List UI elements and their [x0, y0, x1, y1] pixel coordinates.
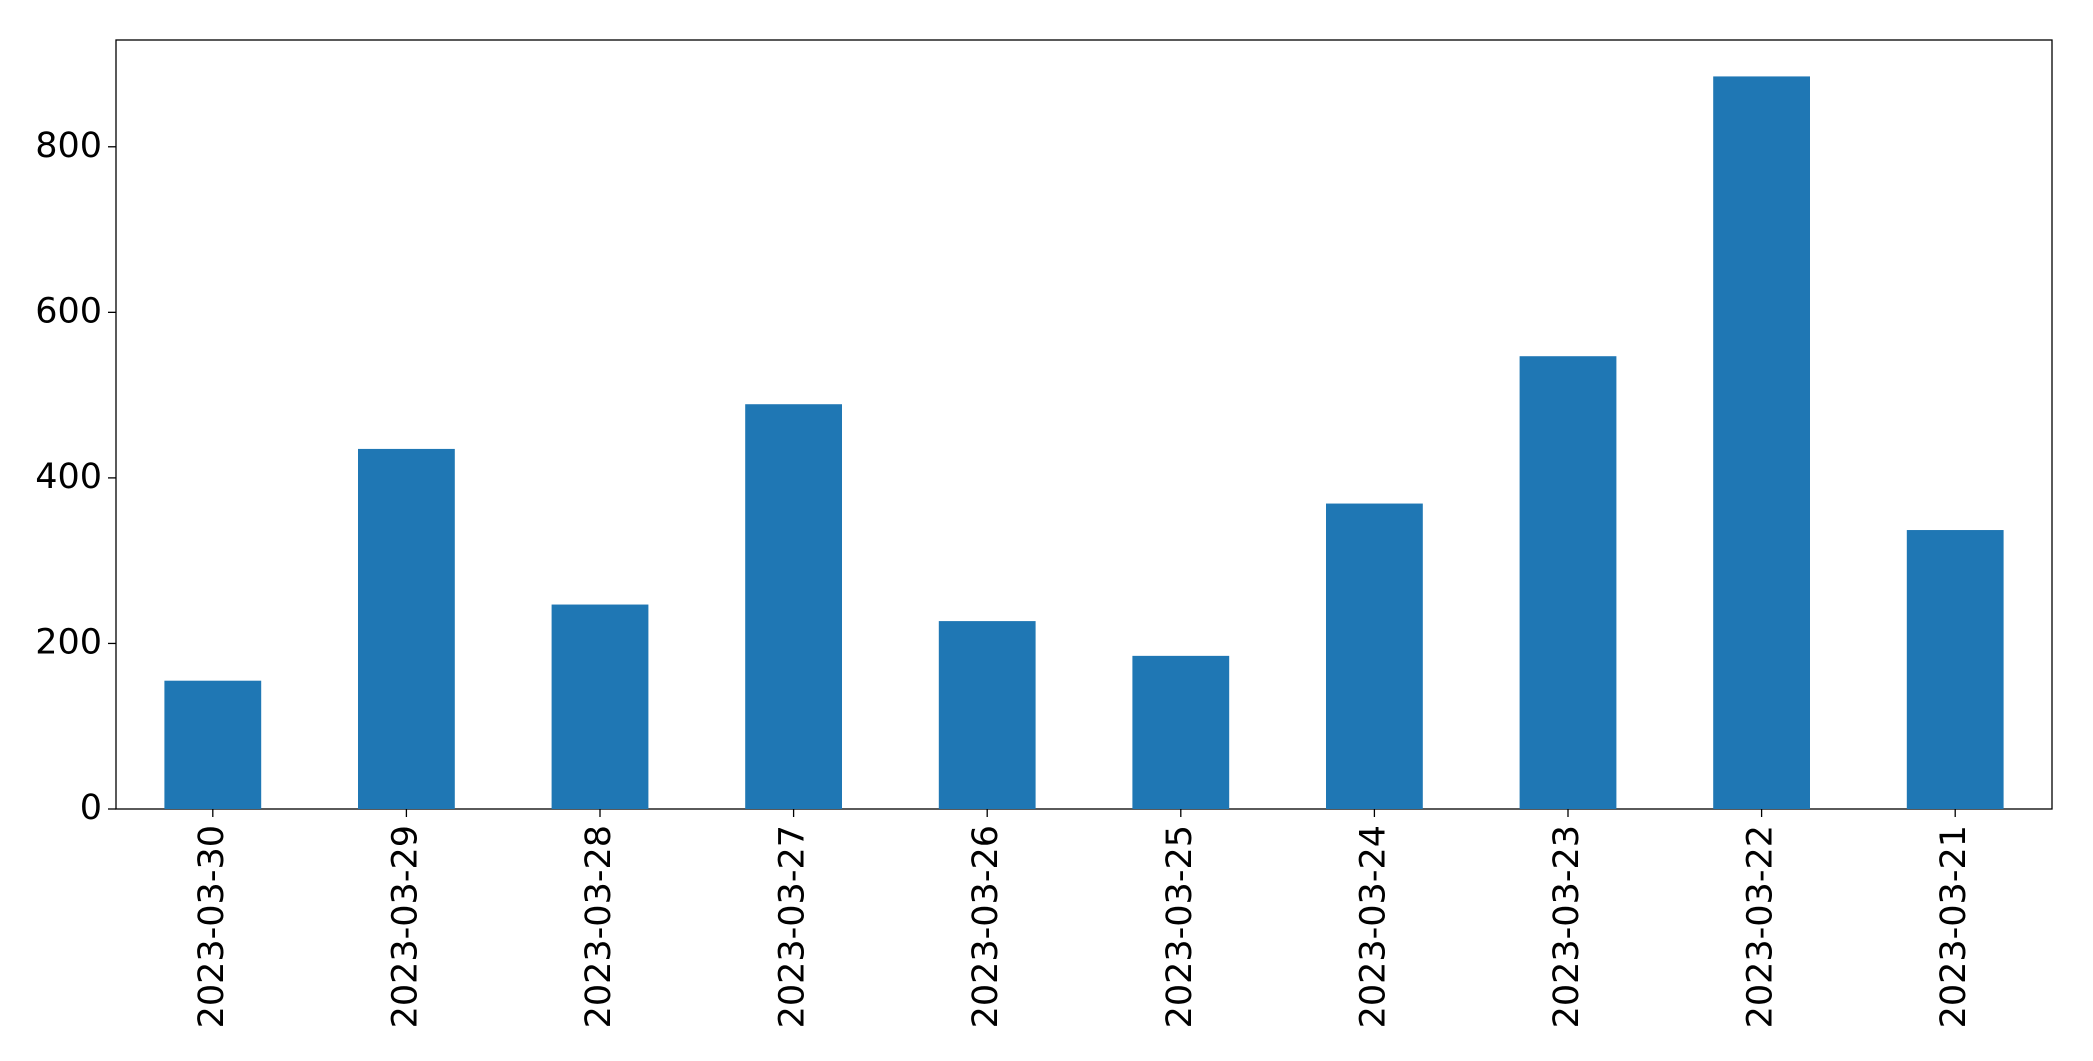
x-tick-label: 2023-03-28	[579, 825, 619, 1028]
bar	[1132, 655, 1230, 809]
y-tick-label: 600	[35, 291, 102, 331]
x-tick-label: 2023-03-23	[1547, 825, 1587, 1028]
bar	[1326, 503, 1423, 809]
bar	[938, 621, 1036, 809]
bar	[551, 604, 649, 809]
y-tick-label: 400	[35, 457, 102, 497]
bar	[1713, 76, 1810, 810]
x-tick-label: 2023-03-29	[385, 825, 425, 1028]
bar	[745, 404, 842, 809]
y-tick-label: 200	[35, 622, 102, 662]
x-tick-label: 2023-03-22	[1741, 825, 1781, 1028]
y-tick-label: 0	[80, 788, 102, 828]
bar	[1519, 356, 1617, 809]
x-tick-label: 2023-03-26	[966, 825, 1006, 1028]
bar	[164, 680, 262, 809]
plot-frame	[115, 39, 2053, 810]
bar	[1906, 530, 2004, 809]
x-tick-label: 2023-03-27	[773, 825, 813, 1028]
bar	[358, 448, 455, 809]
x-tick-label: 2023-03-24	[1353, 825, 1393, 1028]
x-tick-label: 2023-03-21	[1934, 825, 1974, 1028]
x-tick-label: 2023-03-30	[192, 825, 232, 1028]
y-tick-label: 800	[35, 126, 102, 166]
x-tick-label: 2023-03-25	[1160, 825, 1200, 1028]
